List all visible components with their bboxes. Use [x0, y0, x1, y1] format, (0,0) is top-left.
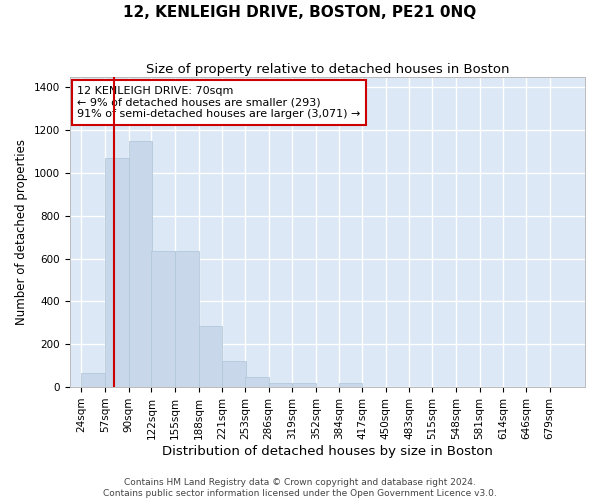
- Bar: [128, 141, 152, 387]
- Bar: [105, 158, 128, 387]
- Bar: [82, 373, 105, 387]
- Text: 12 KENLEIGH DRIVE: 70sqm
← 9% of detached houses are smaller (293)
91% of semi-d: 12 KENLEIGH DRIVE: 70sqm ← 9% of detache…: [77, 86, 361, 119]
- Bar: [339, 383, 362, 387]
- Bar: [199, 326, 222, 387]
- Title: Size of property relative to detached houses in Boston: Size of property relative to detached ho…: [146, 62, 509, 76]
- Bar: [292, 383, 316, 387]
- Text: Contains HM Land Registry data © Crown copyright and database right 2024.
Contai: Contains HM Land Registry data © Crown c…: [103, 478, 497, 498]
- Bar: [245, 378, 269, 387]
- Y-axis label: Number of detached properties: Number of detached properties: [15, 139, 28, 325]
- Bar: [269, 383, 292, 387]
- Bar: [222, 362, 246, 387]
- Bar: [175, 251, 199, 387]
- Bar: [151, 251, 175, 387]
- X-axis label: Distribution of detached houses by size in Boston: Distribution of detached houses by size …: [162, 444, 493, 458]
- Text: 12, KENLEIGH DRIVE, BOSTON, PE21 0NQ: 12, KENLEIGH DRIVE, BOSTON, PE21 0NQ: [124, 5, 476, 20]
